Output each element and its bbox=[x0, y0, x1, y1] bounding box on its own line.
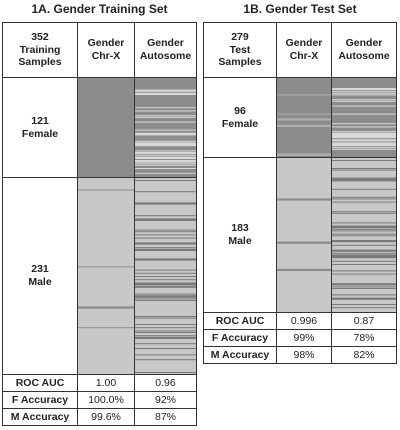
header-cell: 352 Training Samples bbox=[2, 22, 78, 78]
metric-value: 87% bbox=[134, 408, 197, 426]
group-label: 183 Male bbox=[203, 157, 277, 313]
stripe-heatmap bbox=[331, 157, 397, 313]
group-label: 121 Female bbox=[2, 77, 78, 178]
stripe-heatmap bbox=[134, 77, 197, 178]
metric-value: 0.96 bbox=[134, 374, 197, 392]
metric-label: ROC AUC bbox=[203, 312, 277, 330]
metric-label: F Accuracy bbox=[203, 329, 277, 347]
metric-label: M Accuracy bbox=[2, 408, 78, 426]
stripe-heatmap bbox=[276, 77, 332, 158]
header-cell: 279 Test Samples bbox=[203, 22, 277, 78]
stripe-heatmap bbox=[331, 77, 397, 158]
metric-value: 78% bbox=[331, 329, 397, 347]
metric-label: ROC AUC bbox=[2, 374, 78, 392]
stripe-heatmap bbox=[77, 77, 135, 178]
metric-value: 98% bbox=[276, 346, 332, 364]
metric-label: F Accuracy bbox=[2, 391, 78, 409]
metric-value: 99.6% bbox=[77, 408, 135, 426]
metric-value: 0.87 bbox=[331, 312, 397, 330]
metric-value: 92% bbox=[134, 391, 197, 409]
metric-value: 99% bbox=[276, 329, 332, 347]
metric-value: 0.996 bbox=[276, 312, 332, 330]
metric-label: M Accuracy bbox=[203, 346, 277, 364]
metric-value: 1.00 bbox=[77, 374, 135, 392]
stripe-heatmap bbox=[134, 177, 197, 375]
header-cell: Gender Chr-X bbox=[276, 22, 332, 78]
header-cell: Gender Chr-X bbox=[77, 22, 135, 78]
group-label: 231 Male bbox=[2, 177, 78, 375]
header-cell: Gender Autosome bbox=[134, 22, 197, 78]
group-label: 96 Female bbox=[203, 77, 277, 158]
metric-value: 82% bbox=[331, 346, 397, 364]
metric-value: 100.0% bbox=[77, 391, 135, 409]
panel-title: 1A. Gender Training Set bbox=[31, 2, 168, 16]
panel-title: 1B. Gender Test Set bbox=[243, 2, 357, 16]
header-cell: Gender Autosome bbox=[331, 22, 397, 78]
stripe-heatmap bbox=[77, 177, 135, 375]
stripe-heatmap bbox=[276, 157, 332, 313]
